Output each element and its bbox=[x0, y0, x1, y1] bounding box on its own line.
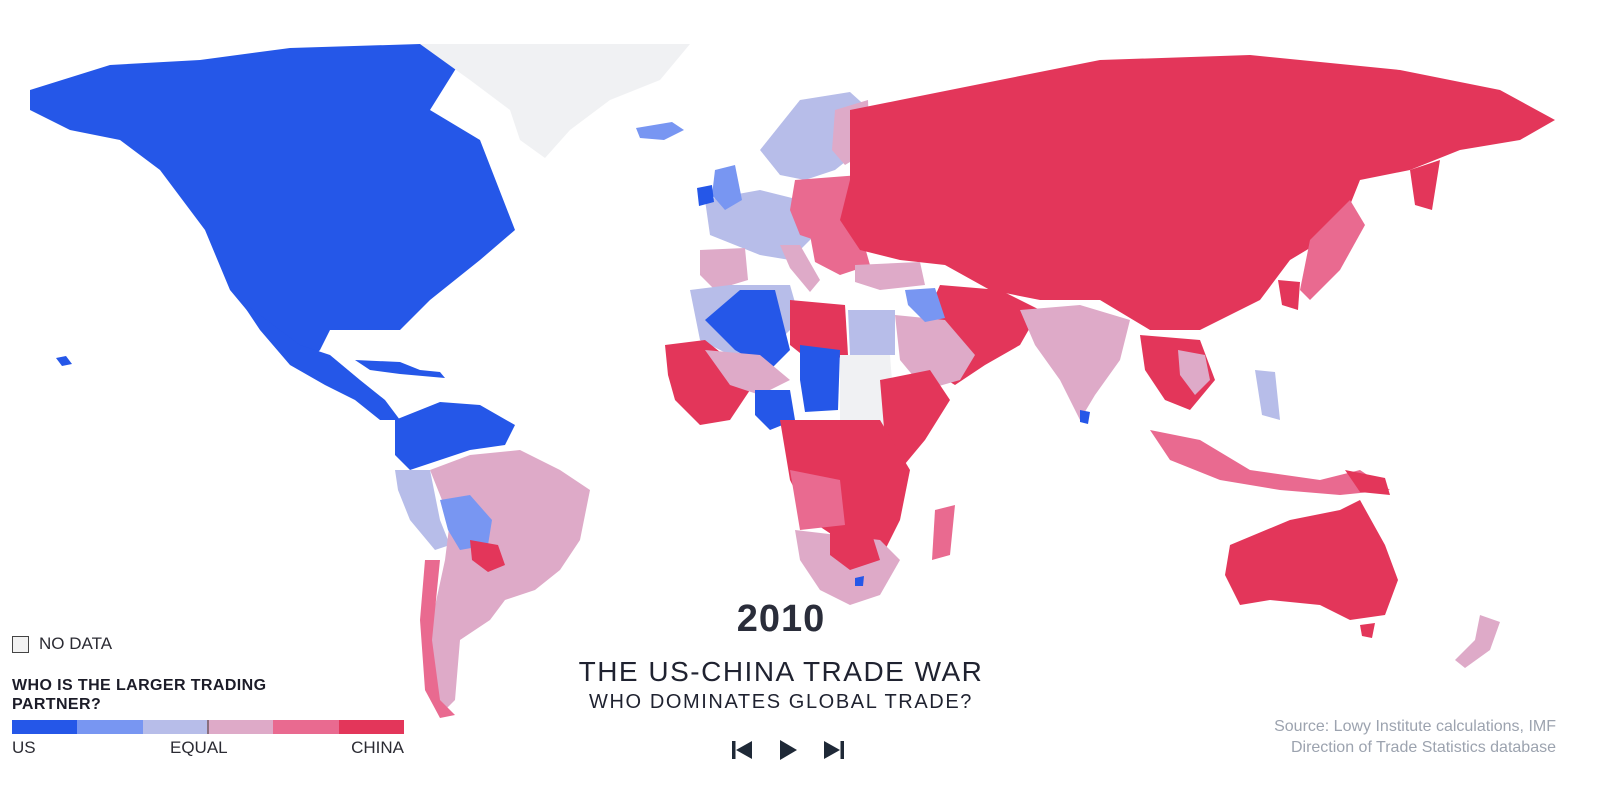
kamchatka-region bbox=[1410, 160, 1440, 210]
legend-swatch-us-strong bbox=[12, 720, 78, 734]
caribbean-region bbox=[355, 360, 445, 378]
algeria-region bbox=[705, 290, 790, 370]
australia-region bbox=[1225, 500, 1398, 620]
legend-label-china: CHINA bbox=[351, 738, 404, 757]
source-note: Source: Lowy Institute calculations, IMF… bbox=[1274, 716, 1556, 758]
ireland-region bbox=[697, 185, 714, 206]
year-display: 2010 bbox=[736, 598, 826, 640]
japan-region bbox=[1300, 200, 1365, 300]
new-zealand-region bbox=[1455, 615, 1500, 668]
legend-title: WHO IS THE LARGER TRADING PARTNER? bbox=[12, 677, 267, 713]
paraguay-region bbox=[470, 540, 505, 572]
korea-region bbox=[1278, 280, 1300, 310]
playback-controls bbox=[730, 738, 846, 762]
andes-region bbox=[395, 470, 450, 550]
north-america-region bbox=[30, 44, 515, 370]
legend-color-scale bbox=[12, 720, 404, 734]
russia-region bbox=[840, 55, 1555, 330]
no-data-label: NO DATA bbox=[39, 634, 113, 653]
iraq-region bbox=[905, 288, 945, 322]
sri-lanka-region bbox=[1080, 410, 1090, 424]
skip-back-icon[interactable] bbox=[730, 738, 754, 762]
legend-label-us: US bbox=[12, 738, 36, 757]
turkey-region bbox=[855, 262, 925, 290]
source-line-1: Source: Lowy Institute calculations, IMF bbox=[1274, 718, 1556, 735]
bolivia-region bbox=[440, 495, 492, 550]
chile-region bbox=[420, 560, 455, 718]
northern-south-america-region bbox=[395, 402, 515, 470]
page-title: THE US-CHINA TRADE WAR bbox=[578, 656, 984, 687]
no-data-indicator: NO DATA bbox=[12, 634, 412, 654]
central-africa-region bbox=[780, 420, 910, 560]
vietnam-region bbox=[1178, 350, 1210, 395]
legend-label-equal: EQUAL bbox=[170, 738, 228, 757]
egypt-region bbox=[848, 310, 895, 355]
sahel-region bbox=[705, 350, 790, 395]
legend-swatch-us-mid bbox=[77, 720, 143, 734]
skip-forward-icon[interactable] bbox=[822, 738, 846, 762]
no-data-swatch bbox=[12, 635, 29, 653]
arabia-region bbox=[895, 315, 975, 390]
source-line-2: Direction of Trade Statistics database bbox=[1290, 739, 1556, 756]
indonesia-region bbox=[1150, 430, 1390, 495]
legend-swatch-china-mid bbox=[273, 720, 339, 734]
central-america-region bbox=[240, 300, 400, 420]
india-region bbox=[1020, 305, 1130, 420]
zambia-region bbox=[830, 528, 880, 570]
tasmania-region bbox=[1360, 623, 1375, 638]
map-legend: NO DATA WHO IS THE LARGER TRADING PARTNE… bbox=[12, 634, 412, 760]
legend-equal-marker bbox=[207, 720, 209, 734]
iceland-region bbox=[636, 122, 684, 140]
legend-swatch-china-light bbox=[207, 720, 274, 734]
philippines-region bbox=[1255, 370, 1280, 420]
sudan-region bbox=[840, 355, 895, 435]
greenland-region bbox=[420, 44, 690, 158]
papua-region bbox=[1345, 470, 1390, 495]
uk-region bbox=[712, 165, 742, 210]
legend-swatch-us-light bbox=[142, 720, 208, 734]
italy-region bbox=[780, 245, 820, 292]
lesotho-region bbox=[855, 576, 864, 586]
east-africa-region bbox=[880, 370, 950, 470]
angola-region bbox=[790, 470, 845, 530]
chad-region bbox=[800, 345, 840, 412]
hawaii-region bbox=[56, 356, 72, 366]
iberia-region bbox=[700, 248, 748, 290]
legend-swatch-china-strong bbox=[338, 720, 404, 734]
play-icon[interactable] bbox=[776, 738, 800, 762]
madagascar-region bbox=[932, 505, 955, 560]
page-subtitle: WHO DOMINATES GLOBAL TRADE? bbox=[588, 691, 973, 713]
